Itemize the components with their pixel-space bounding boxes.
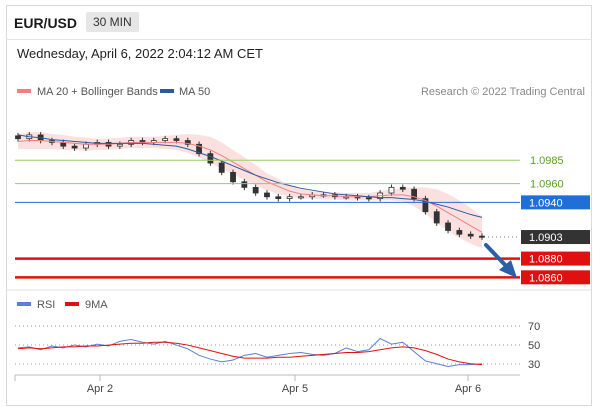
level-label: 1.0903 xyxy=(529,232,563,244)
level-label: 1.0880 xyxy=(529,254,563,266)
price-candle xyxy=(456,230,463,235)
price-plot xyxy=(15,132,485,249)
price-candle xyxy=(116,143,123,147)
price-candle xyxy=(252,186,259,194)
level-label: 1.0960 xyxy=(530,179,564,191)
ma20-line xyxy=(17,140,483,233)
ma20-legend-label: MA 20 + Bollinger Bands xyxy=(37,86,158,98)
level-label: 1.0985 xyxy=(530,155,564,167)
rsi-legend-swatch xyxy=(17,302,31,306)
price-candle xyxy=(83,143,89,149)
price-candle xyxy=(388,186,395,194)
price-candle xyxy=(184,140,191,145)
price-candle xyxy=(365,197,372,200)
price-levels: 1.0985 1.0960 1.0940 1.0903 1.0880 1.0860 xyxy=(15,155,590,285)
level-tag xyxy=(521,230,590,245)
rsi-plot: 70 50 30 xyxy=(15,321,540,371)
level-label: 1.0860 xyxy=(529,272,563,284)
ma9-legend-label: 9MA xyxy=(85,299,108,311)
research-credit: Research © 2022 Trading Central xyxy=(421,86,585,98)
symbol-label: EUR/USD xyxy=(14,15,78,31)
x-label-apr5: Apr 5 xyxy=(282,383,308,395)
rsi-level-50-label: 50 xyxy=(528,340,540,352)
level-tag xyxy=(521,251,590,266)
rsi-legend: RSI 9MA xyxy=(17,299,108,311)
ma50-line xyxy=(17,134,483,218)
level-tag xyxy=(521,270,590,285)
price-candle xyxy=(298,196,304,199)
price-candle xyxy=(241,181,248,188)
x-label-apr2: Apr 2 xyxy=(87,383,113,395)
price-candle xyxy=(411,188,417,200)
ma50-legend-swatch xyxy=(160,89,174,93)
timeframe-badge[interactable]: 30 MIN xyxy=(86,12,139,32)
chart-header: EUR/USD 30 MIN xyxy=(6,5,592,40)
price-candle xyxy=(422,198,429,213)
x-label-apr6: Apr 6 xyxy=(455,383,481,395)
rsi-level-30-label: 30 xyxy=(528,359,540,371)
rsi-ma9-line xyxy=(17,341,483,366)
price-candle xyxy=(286,196,293,200)
chart-widget xyxy=(6,5,592,406)
price-candle xyxy=(173,138,180,141)
ma20-legend-swatch xyxy=(17,89,31,93)
price-candle xyxy=(230,171,236,183)
rsi-line xyxy=(17,337,483,368)
price-candle xyxy=(264,192,270,198)
price-candle xyxy=(218,162,225,173)
rsi-level-70-label: 70 xyxy=(528,321,540,333)
price-candle xyxy=(71,145,78,149)
price-candle xyxy=(196,143,202,155)
ma9-legend-swatch xyxy=(65,302,79,306)
price-candle xyxy=(162,138,169,141)
price-legend: MA 20 + Bollinger Bands MA 50 xyxy=(17,86,210,98)
ma50-legend-label: MA 50 xyxy=(179,86,210,98)
price-candle xyxy=(399,186,406,190)
level-label: 1.0940 xyxy=(529,197,563,209)
price-candle xyxy=(275,196,282,200)
price-candle xyxy=(467,233,474,237)
forecast-arrow-icon xyxy=(484,243,517,278)
chart-datetime: Wednesday, April 6, 2022 2:04:12 AM CET xyxy=(17,46,263,61)
price-candle xyxy=(207,153,214,164)
price-candle xyxy=(15,135,21,140)
price-candle xyxy=(479,235,485,238)
price-candle xyxy=(433,211,440,224)
rsi-legend-label: RSI xyxy=(37,299,55,311)
price-candle xyxy=(445,222,451,231)
level-tag xyxy=(521,195,590,210)
x-axis: Apr 2 Apr 5 Apr 6 xyxy=(14,374,520,395)
